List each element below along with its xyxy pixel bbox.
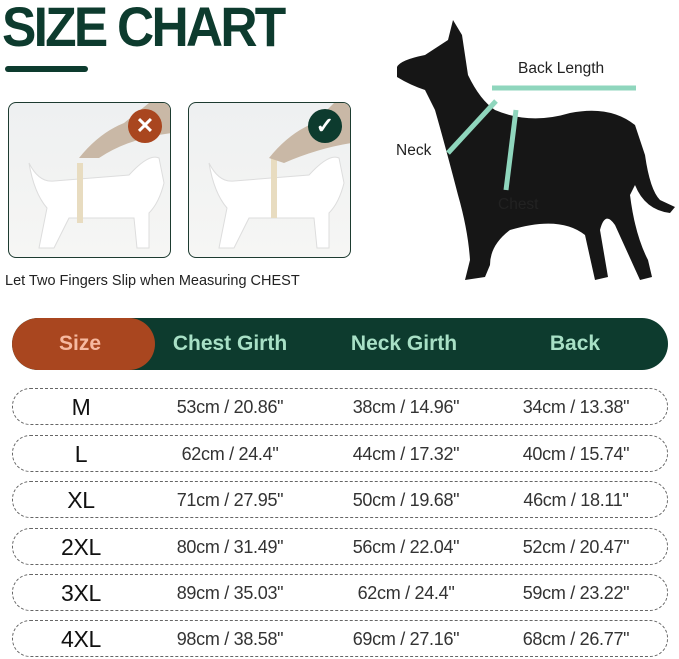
size-cell: L bbox=[74, 441, 88, 467]
header-back-length: Back Length bbox=[549, 332, 601, 355]
chest-girth-cell: 89cm / 35.03" bbox=[176, 583, 284, 603]
header-chest-girth: Chest Girth bbox=[172, 332, 288, 355]
back-length-cell: 59cm / 23.22" bbox=[522, 583, 630, 603]
title-underline bbox=[5, 66, 88, 72]
neck-girth-cell: 44cm / 17.32" bbox=[352, 444, 460, 464]
neck-girth-cell: 50cm / 19.68" bbox=[352, 490, 460, 510]
x-icon: ✕ bbox=[128, 109, 162, 143]
dog-silhouette bbox=[397, 20, 675, 280]
measuring-tip: Let Two Fingers Slip when Measuring CHES… bbox=[5, 273, 300, 289]
size-header-bg bbox=[12, 318, 155, 370]
correct-measure-photo: ✓ bbox=[188, 102, 351, 258]
chest-girth-cell: 80cm / 31.49" bbox=[176, 537, 284, 557]
table-row: 4XL 98cm / 38.58" 69cm / 27.16" 68cm / 26.7… bbox=[12, 620, 668, 657]
neck-girth-cell: 38cm / 14.96" bbox=[352, 397, 460, 417]
header-size: Size bbox=[58, 332, 102, 355]
table-row: L 62cm / 24.4" 44cm / 17.32" 40cm / 15.74" bbox=[12, 435, 668, 472]
wrong-measure-photo: ✕ bbox=[8, 102, 171, 258]
chest-label: Chest bbox=[498, 196, 539, 213]
neck-girth-cell: 69cm / 27.16" bbox=[352, 629, 460, 649]
neck-tape bbox=[446, 99, 498, 155]
back-length-label: Back Length bbox=[518, 60, 605, 77]
table-row: 3XL 89cm / 35.03" 62cm / 24.4" 59cm / 23.22… bbox=[12, 574, 668, 611]
back-length-cell: 34cm / 13.38" bbox=[522, 397, 630, 417]
size-cell: 2XL bbox=[60, 534, 102, 560]
size-cell: M bbox=[71, 394, 91, 420]
neck-label: Neck bbox=[396, 142, 432, 159]
chest-girth-cell: 53cm / 20.86" bbox=[176, 397, 284, 417]
chest-girth-cell: 71cm / 27.95" bbox=[176, 490, 284, 510]
size-cell: 3XL bbox=[60, 580, 102, 606]
chest-tape bbox=[503, 109, 519, 191]
back-length-cell: 52cm / 20.47" bbox=[522, 537, 630, 557]
neck-girth-cell: 62cm / 24.4" bbox=[357, 583, 455, 603]
back-length-cell: 40cm / 15.74" bbox=[522, 444, 630, 464]
size-cell: XL bbox=[67, 487, 95, 513]
chest-girth-cell: 98cm / 38.58" bbox=[176, 629, 284, 649]
dog-measurement-diagram bbox=[397, 20, 675, 280]
back-length-cell: 46cm / 18.11" bbox=[523, 490, 629, 510]
back-length-cell: 68cm / 26.77" bbox=[522, 629, 630, 649]
header-neck-girth: Neck Girth bbox=[350, 332, 458, 355]
size-cell: 4XL bbox=[60, 626, 102, 652]
table-header: Size Chest Girth Neck Girth Back Length bbox=[12, 318, 668, 370]
chest-girth-cell: 62cm / 24.4" bbox=[181, 444, 279, 464]
table-row: M 53cm / 20.86" 38cm / 14.96" 34cm / 13.38" bbox=[12, 388, 668, 425]
table-row: 2XL 80cm / 31.49" 56cm / 22.04" 52cm / 20.4… bbox=[12, 528, 668, 565]
page-title: SIZE CHART bbox=[2, 0, 286, 58]
check-icon: ✓ bbox=[308, 109, 342, 143]
neck-girth-cell: 56cm / 22.04" bbox=[352, 537, 460, 557]
table-row: XL 71cm / 27.95" 50cm / 19.68" 46cm / 18.11… bbox=[12, 481, 668, 518]
